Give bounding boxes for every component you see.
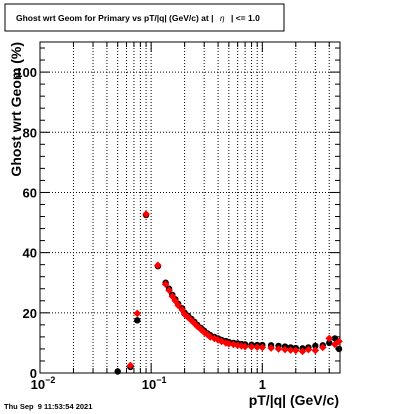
data-point [217,337,226,346]
y-tick-label: 60 [23,185,37,200]
data-point [304,345,313,354]
data-point [225,340,233,348]
data-point [180,310,189,319]
data-point [206,333,215,341]
y-tick-label: 40 [23,246,37,261]
data-point [331,335,339,342]
chart-title-box: Ghost wrt Geom for Primary vs pT/|q| (Ge… [4,3,285,32]
axis-ticks [39,42,341,374]
data-point [258,343,267,352]
tick-labels: 0 20 40 60 80 100 10−2 10−1 1 [15,65,266,392]
data-point [161,280,170,289]
data-point [286,346,295,354]
data-point [267,344,275,352]
data-point [203,330,212,339]
x-tick-label: 10−2 [31,375,56,392]
data-point [174,301,182,310]
data-point [241,342,249,351]
y-tick-label: 100 [15,65,37,80]
data-point [331,340,339,349]
data-point [168,292,177,301]
data-point [291,346,300,355]
data-point [114,368,121,375]
data-point [142,210,150,218]
data-point [171,296,180,305]
data-point [326,339,333,347]
data-point [197,325,205,334]
y-axis-label: Ghost wrt Geom (%) [8,42,24,177]
chart-title: Ghost wrt Geom for Primary vs pT/|q| (Ge… [16,13,213,23]
data-point [274,345,283,353]
grid-lines [40,42,340,373]
x-axis-label: pT/|q| (GeV/c) [249,392,339,408]
data-point [311,346,320,355]
data-point [126,361,135,370]
svg-text:Ghost wrt Geom for Primary vs: Ghost wrt Geom for Primary vs pT/|q| (Ge… [16,13,260,23]
data-series [114,210,343,375]
chart-title-eta: η [220,13,225,23]
data-point [133,309,142,318]
data-point [165,286,173,295]
data-point [200,328,208,337]
data-point [253,343,262,351]
x-tick-label: 1 [259,377,266,392]
data-point [335,345,343,353]
plot-frame [39,41,341,374]
data-point [210,334,219,343]
data-point [214,336,222,344]
y-tick-label: 80 [23,125,37,140]
data-point [298,347,307,356]
data-point [178,306,186,314]
chart-title-suffix: | <= 1.0 [231,13,260,23]
data-point [312,342,319,350]
data-point [190,319,199,328]
series-2 [126,210,343,370]
y-tick-label: 20 [23,306,37,321]
x-tick-label: 10−1 [142,375,167,392]
data-point [318,343,327,352]
data-point [134,317,141,324]
timestamp: Thu Sep 9 11:53:54 2021 [4,402,92,411]
y-tick-label: 0 [30,366,37,381]
data-point [281,345,289,354]
data-point [247,343,256,351]
data-point [184,313,192,322]
data-point [154,261,162,270]
data-point [335,337,343,346]
data-point [325,334,334,343]
